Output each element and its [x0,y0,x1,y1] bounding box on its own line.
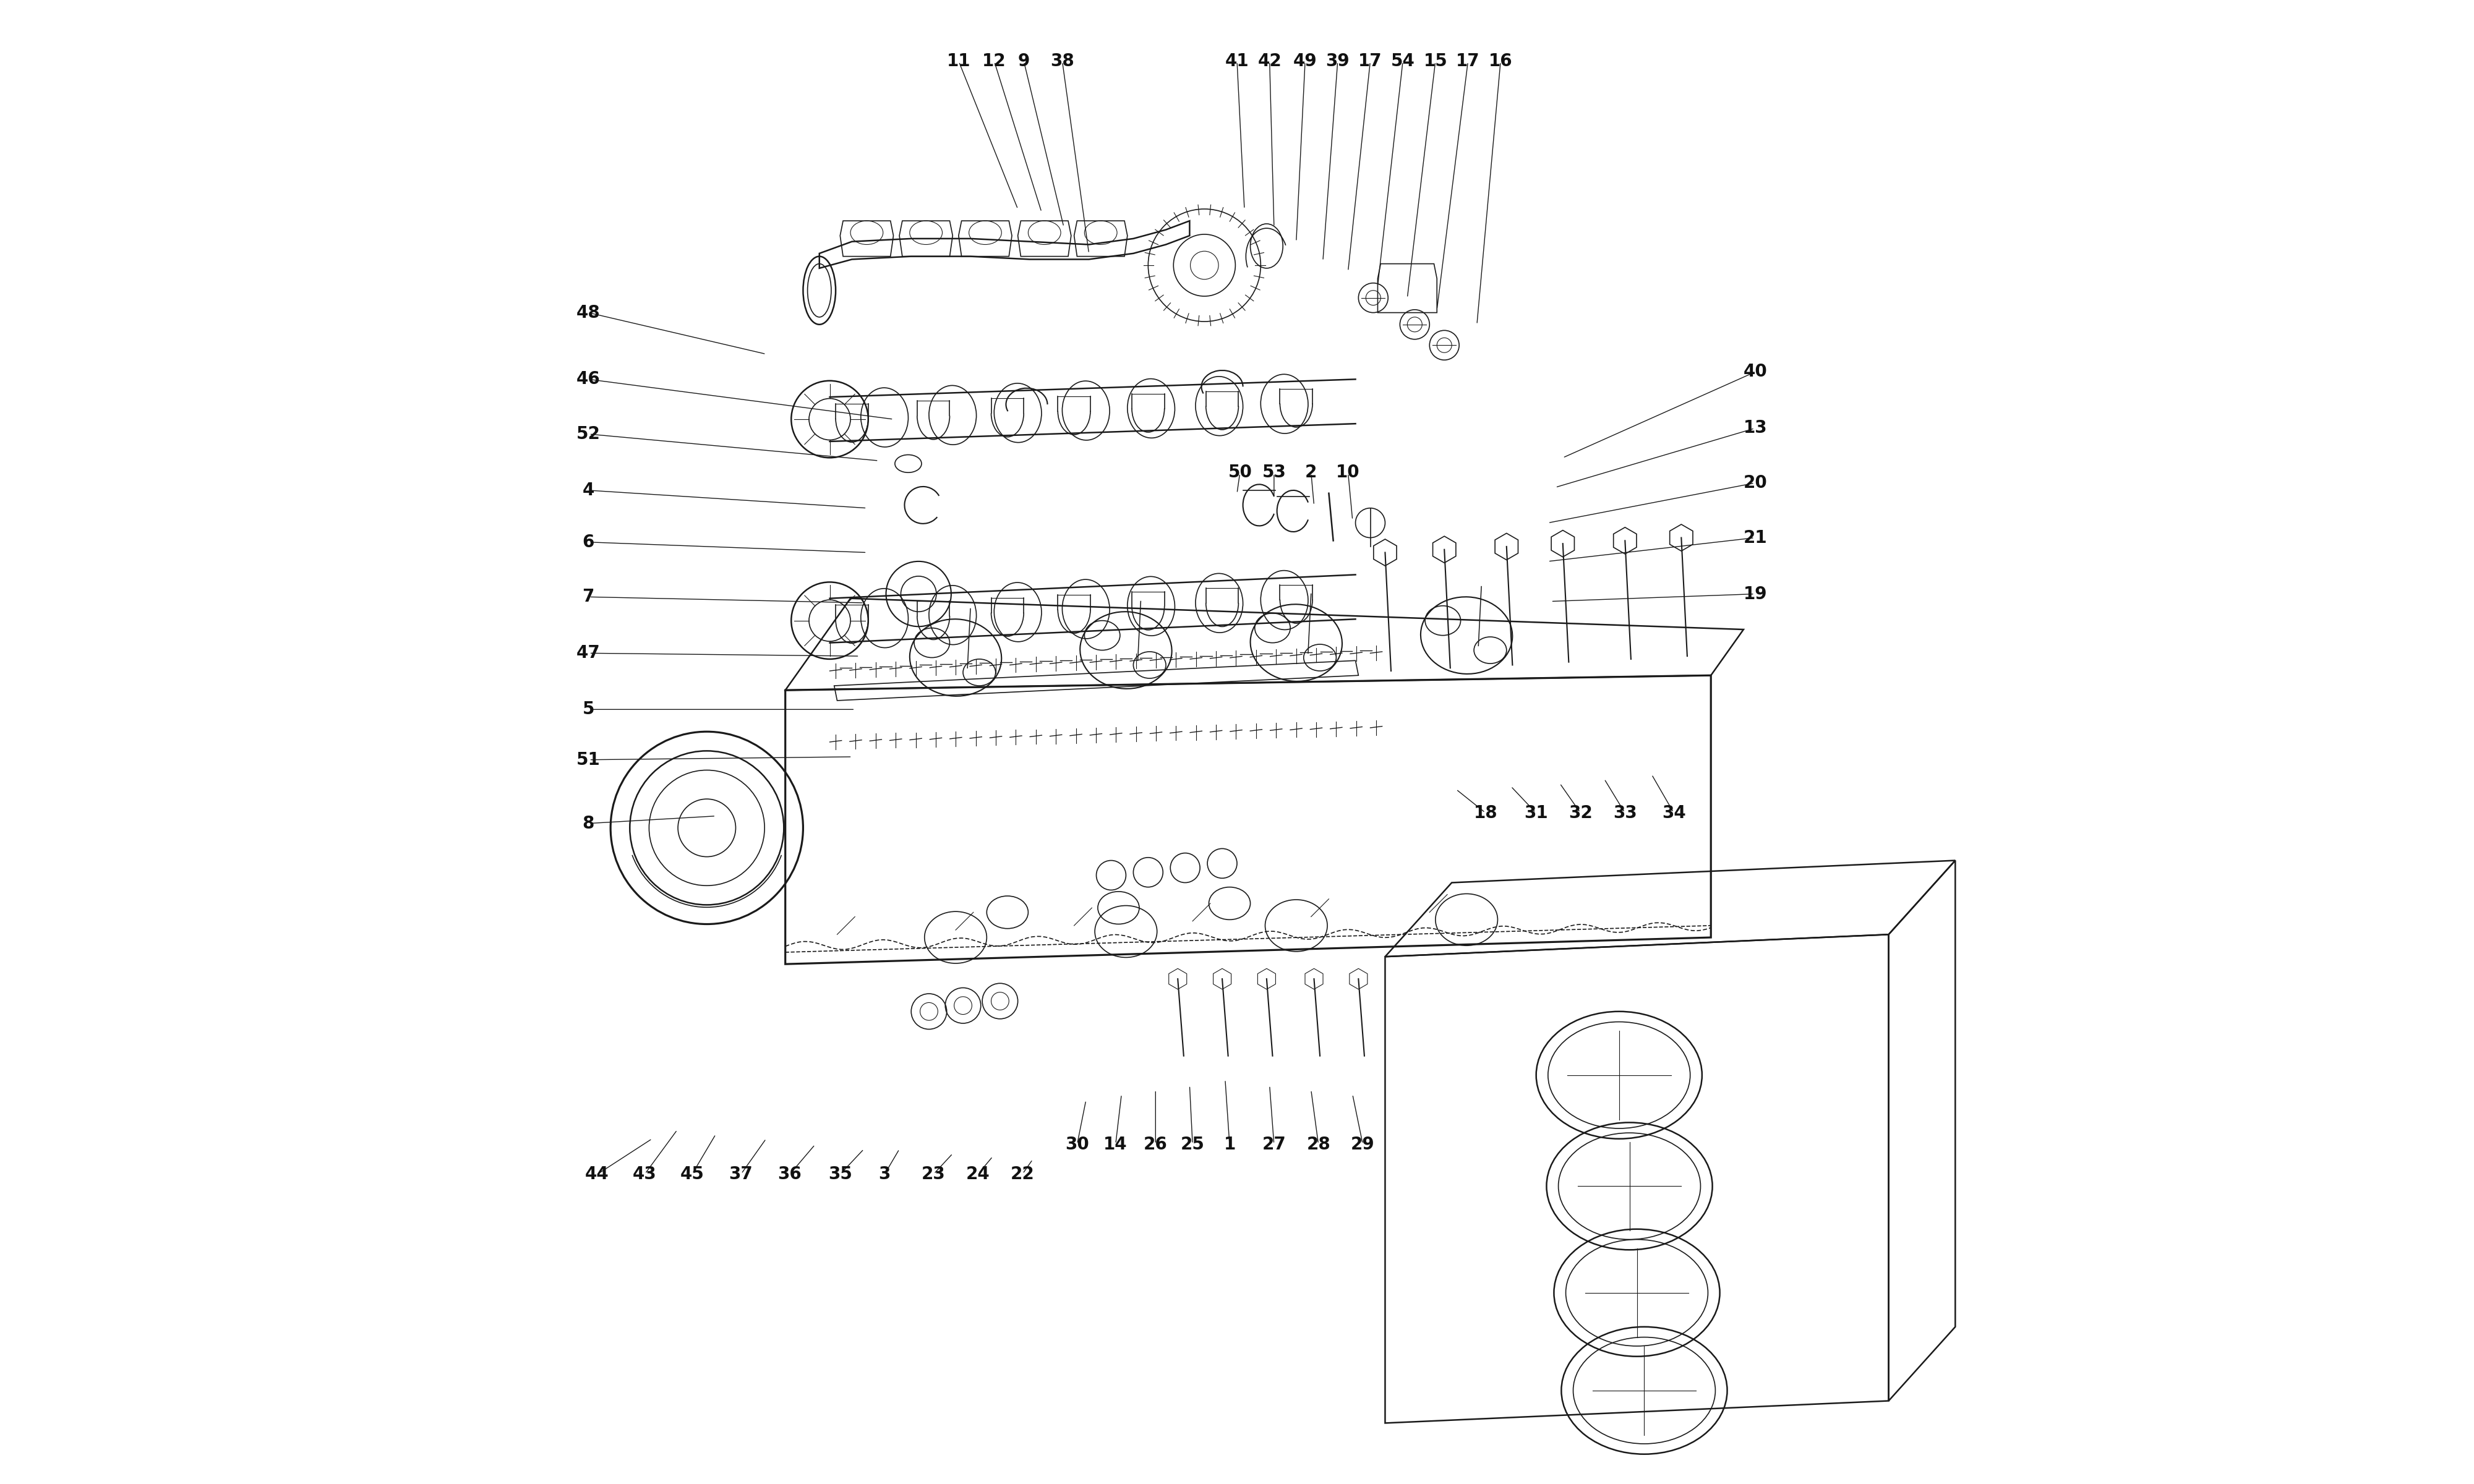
Text: 21: 21 [1744,528,1766,546]
Text: 37: 37 [730,1165,752,1183]
Text: 3: 3 [878,1165,891,1183]
Text: 11: 11 [948,52,970,70]
Text: 42: 42 [1257,52,1282,70]
Text: 44: 44 [586,1165,609,1183]
Text: 29: 29 [1351,1137,1376,1153]
Text: 38: 38 [1051,52,1074,70]
Text: 48: 48 [576,304,601,322]
Text: 32: 32 [1569,804,1593,822]
Text: 19: 19 [1744,585,1766,603]
Text: 49: 49 [1294,52,1316,70]
Text: 50: 50 [1227,464,1252,481]
Text: 16: 16 [1489,52,1512,70]
Text: 9: 9 [1017,52,1029,70]
Text: 22: 22 [1009,1165,1034,1183]
Text: 35: 35 [829,1165,851,1183]
Text: 23: 23 [920,1165,945,1183]
Text: 14: 14 [1103,1137,1128,1153]
Text: 10: 10 [1336,464,1361,481]
Text: 20: 20 [1744,475,1766,491]
Text: 2: 2 [1306,464,1316,481]
Text: 51: 51 [576,751,601,769]
Text: 31: 31 [1524,804,1549,822]
Text: 17: 17 [1358,52,1383,70]
Text: 40: 40 [1744,364,1766,380]
Text: 6: 6 [581,533,594,551]
Text: 45: 45 [680,1165,705,1183]
Text: 8: 8 [581,815,594,833]
Text: 17: 17 [1457,52,1479,70]
Text: 1: 1 [1225,1137,1235,1153]
Text: 43: 43 [633,1165,656,1183]
Text: 52: 52 [576,426,601,442]
Text: 15: 15 [1423,52,1447,70]
Text: 30: 30 [1066,1137,1089,1153]
Text: 28: 28 [1306,1137,1331,1153]
Text: 12: 12 [982,52,1007,70]
Text: 4: 4 [581,482,594,499]
Text: 41: 41 [1225,52,1249,70]
Text: 5: 5 [581,700,594,718]
Text: 25: 25 [1180,1137,1205,1153]
Text: 27: 27 [1262,1137,1286,1153]
Text: 13: 13 [1744,420,1766,436]
Text: 46: 46 [576,371,601,387]
Text: 39: 39 [1326,52,1351,70]
Text: 7: 7 [581,588,594,605]
Text: 54: 54 [1390,52,1415,70]
Text: 47: 47 [576,644,601,662]
Text: 26: 26 [1143,1137,1168,1153]
Text: 18: 18 [1475,804,1497,822]
Text: 24: 24 [965,1165,990,1183]
Text: 36: 36 [777,1165,802,1183]
Text: 33: 33 [1613,804,1638,822]
Text: 53: 53 [1262,464,1286,481]
Text: 34: 34 [1663,804,1685,822]
